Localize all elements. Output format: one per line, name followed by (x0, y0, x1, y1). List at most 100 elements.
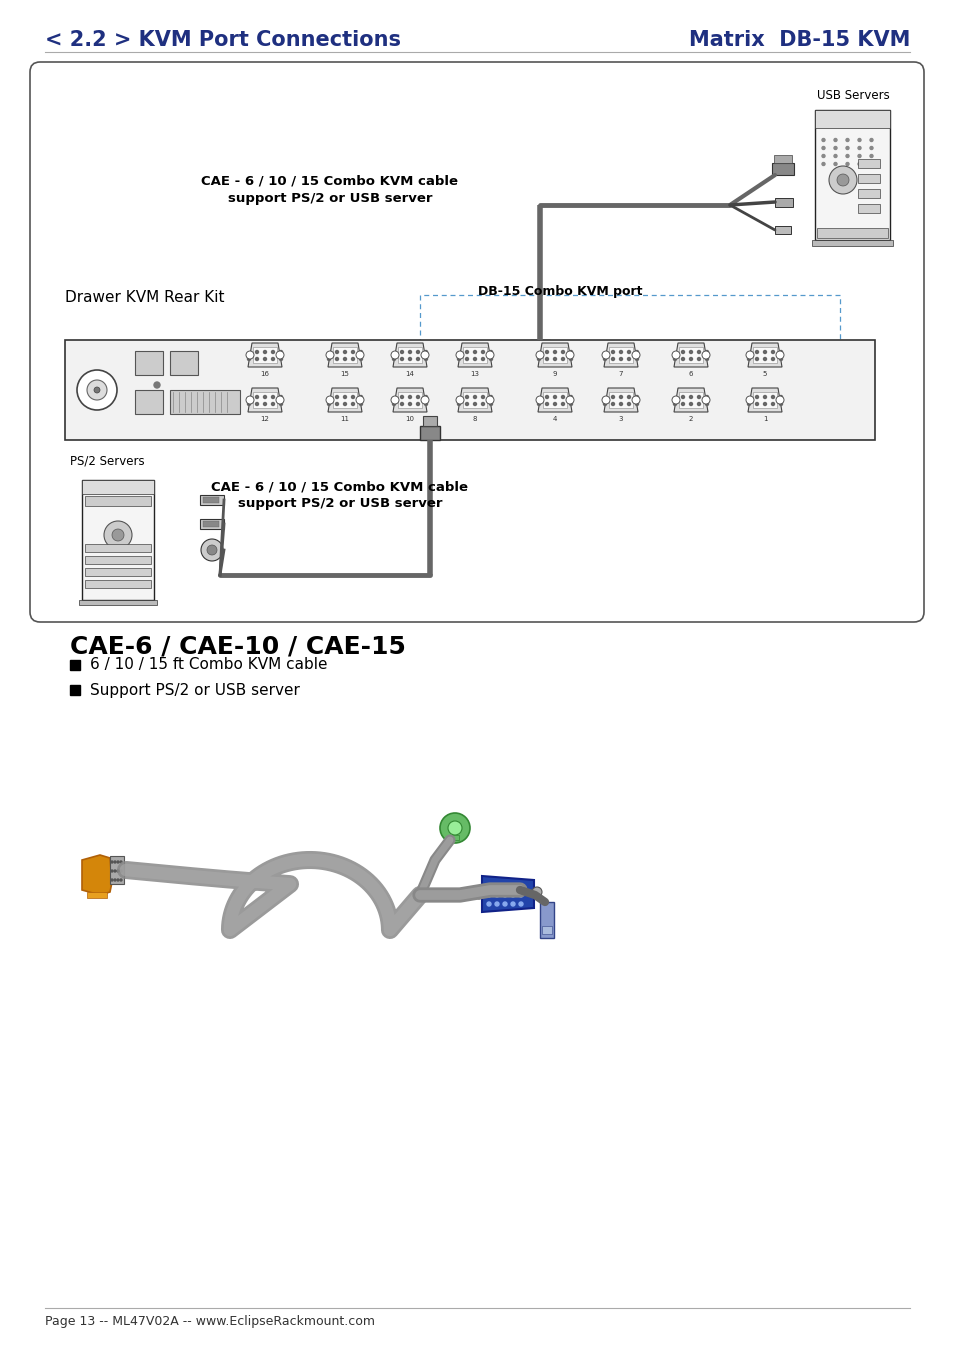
Circle shape (545, 358, 548, 360)
Bar (253, 347, 276, 363)
Circle shape (481, 396, 484, 398)
Circle shape (272, 402, 274, 405)
Circle shape (618, 402, 622, 405)
Bar (422, 416, 436, 427)
Circle shape (246, 351, 253, 359)
Text: 14: 14 (405, 371, 414, 377)
Circle shape (335, 358, 338, 360)
Circle shape (279, 396, 282, 398)
Circle shape (424, 351, 427, 354)
Circle shape (518, 884, 522, 888)
Circle shape (518, 902, 522, 906)
Text: Drawer KVM Rear Kit: Drawer KVM Rear Kit (65, 290, 224, 305)
Polygon shape (393, 387, 427, 412)
Circle shape (416, 396, 419, 398)
Bar (85, 568, 151, 576)
Circle shape (485, 351, 494, 359)
Bar (170, 390, 240, 414)
Circle shape (420, 351, 429, 359)
Bar (110, 856, 124, 884)
Bar (857, 159, 879, 167)
Bar (608, 347, 633, 363)
Bar (135, 390, 163, 414)
Circle shape (113, 869, 116, 872)
Circle shape (511, 902, 515, 906)
Circle shape (821, 162, 824, 166)
Circle shape (545, 351, 548, 354)
Circle shape (701, 396, 709, 404)
Circle shape (457, 358, 460, 360)
Circle shape (408, 396, 411, 398)
Circle shape (545, 396, 548, 398)
Circle shape (207, 545, 216, 555)
Circle shape (416, 351, 419, 354)
Circle shape (601, 351, 609, 359)
Bar (419, 296, 840, 364)
Circle shape (697, 396, 700, 398)
Circle shape (474, 890, 483, 899)
Circle shape (611, 402, 614, 405)
Circle shape (771, 351, 774, 354)
Polygon shape (328, 387, 361, 412)
Text: 6 / 10 / 15 ft Combo KVM cable: 6 / 10 / 15 ft Combo KVM cable (90, 657, 327, 672)
Bar (333, 392, 356, 408)
Circle shape (489, 402, 492, 405)
Circle shape (762, 402, 765, 405)
Circle shape (272, 351, 274, 354)
Bar (397, 392, 421, 408)
Bar (773, 155, 791, 163)
Circle shape (473, 351, 476, 354)
Circle shape (343, 396, 346, 398)
Bar (542, 347, 566, 363)
Polygon shape (248, 387, 282, 412)
Bar (82, 481, 153, 494)
Circle shape (400, 396, 403, 398)
Circle shape (343, 358, 346, 360)
Bar (812, 240, 893, 246)
Bar (857, 204, 879, 213)
Bar (815, 109, 889, 128)
Circle shape (502, 884, 506, 888)
Circle shape (246, 396, 253, 404)
Polygon shape (82, 855, 112, 895)
Circle shape (869, 147, 872, 150)
Circle shape (631, 351, 639, 359)
Circle shape (869, 139, 872, 142)
Text: 5: 5 (762, 371, 766, 377)
Circle shape (272, 396, 274, 398)
Circle shape (263, 351, 266, 354)
Text: PS/2 Servers: PS/2 Servers (70, 455, 145, 468)
Circle shape (456, 396, 463, 404)
Circle shape (255, 351, 258, 354)
Circle shape (689, 351, 692, 354)
Circle shape (821, 139, 824, 142)
Circle shape (326, 396, 334, 404)
Bar (70, 660, 80, 670)
Circle shape (603, 358, 606, 360)
Polygon shape (747, 387, 781, 412)
Circle shape (836, 174, 848, 186)
Polygon shape (328, 343, 361, 367)
Circle shape (355, 351, 364, 359)
Circle shape (335, 396, 338, 398)
Circle shape (673, 402, 676, 405)
Bar (333, 347, 356, 363)
Circle shape (77, 370, 117, 410)
Circle shape (845, 162, 848, 166)
Circle shape (351, 396, 355, 398)
Circle shape (762, 358, 765, 360)
FancyBboxPatch shape (30, 62, 923, 622)
Circle shape (120, 869, 122, 872)
Circle shape (779, 396, 781, 398)
Circle shape (255, 358, 258, 360)
Circle shape (779, 402, 781, 405)
Bar (533, 352, 546, 362)
Text: 1: 1 (762, 416, 766, 423)
Bar (679, 392, 702, 408)
Circle shape (495, 902, 498, 906)
Circle shape (701, 351, 709, 359)
Circle shape (263, 396, 266, 398)
Circle shape (671, 351, 679, 359)
Circle shape (279, 351, 282, 354)
Polygon shape (457, 343, 492, 367)
